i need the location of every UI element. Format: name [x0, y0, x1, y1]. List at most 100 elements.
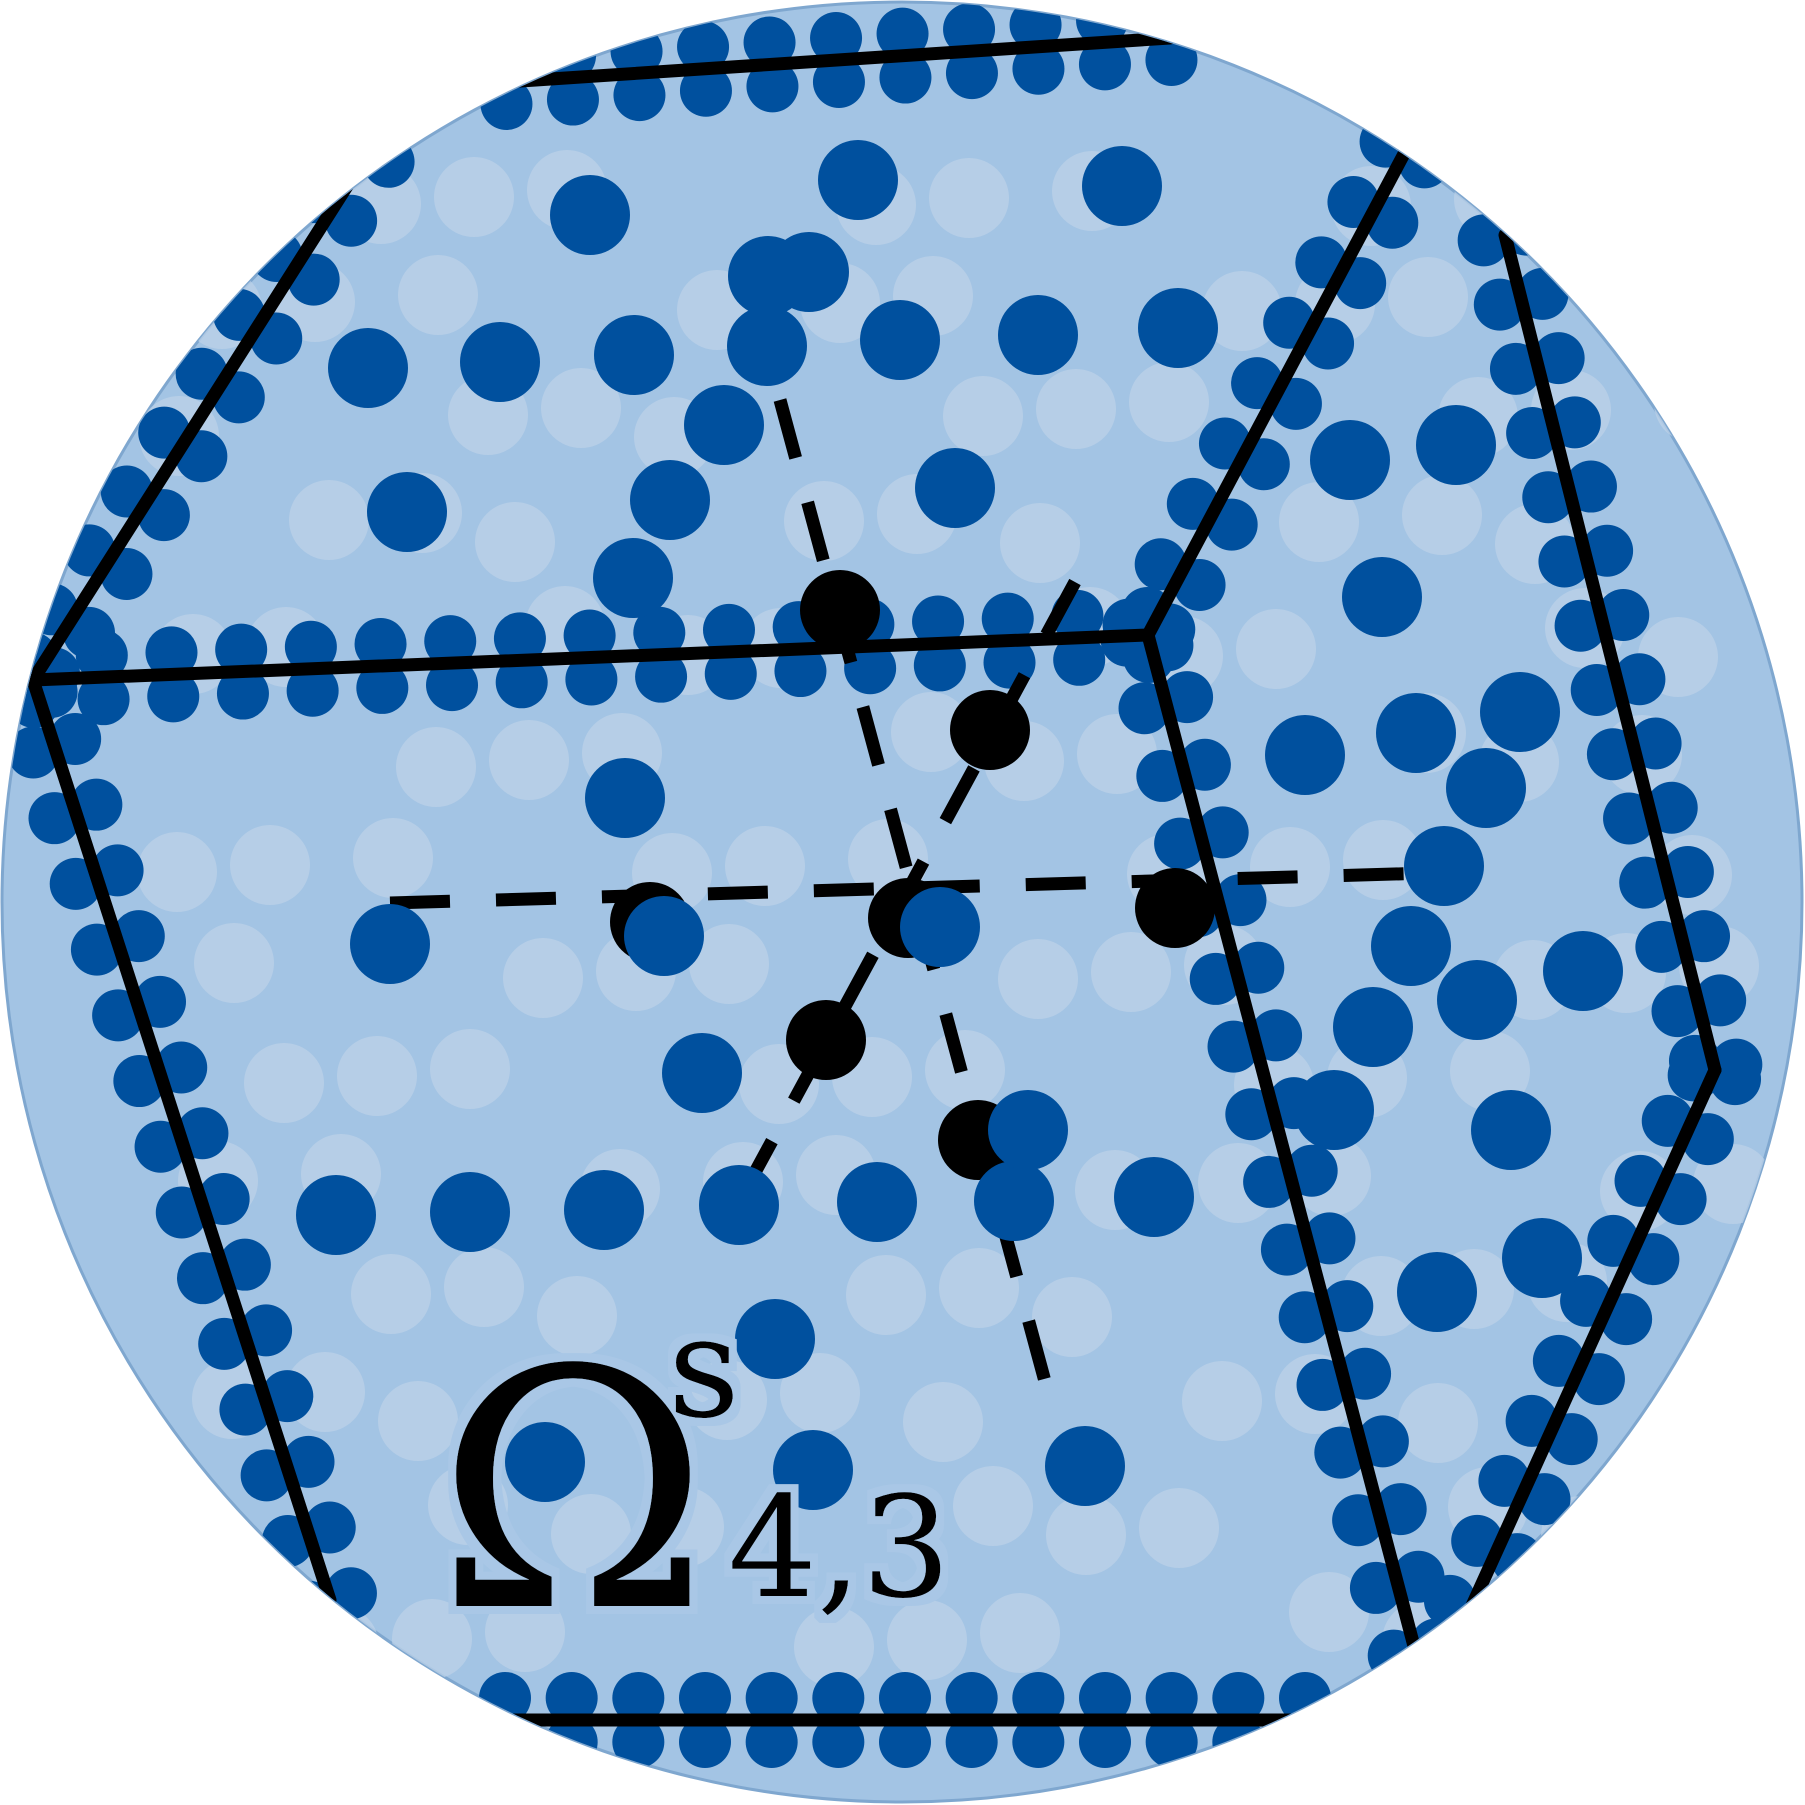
faint-dot: [1032, 1277, 1112, 1357]
particle-dot: [988, 1090, 1068, 1170]
faint-dot: [230, 825, 310, 905]
faint-dot: [903, 1382, 983, 1462]
edge-bead-dot: [426, 659, 479, 712]
faint-dot: [351, 1254, 431, 1334]
particle-dot: [1333, 987, 1413, 1067]
edge-bead-dot: [844, 642, 897, 695]
lattice-node: [950, 690, 1030, 770]
edge-bead-dot: [545, 1672, 598, 1724]
edge-bead-dot: [1145, 1672, 1198, 1724]
faint-dot: [434, 157, 514, 237]
particle-dot: [1138, 288, 1218, 368]
edge-bead-dot: [1410, 1618, 1463, 1671]
edge-bead-dot: [745, 1716, 798, 1768]
particle-dot: [1342, 557, 1422, 637]
particle-dot: [818, 140, 898, 220]
faint-dot: [475, 502, 555, 582]
edge-bead-dot: [1279, 1716, 1331, 1768]
particle-dot: [735, 1299, 815, 1379]
faint-dot: [980, 1593, 1060, 1673]
faint-dot: [725, 826, 805, 906]
faint-dot: [1398, 1383, 1478, 1463]
edge-bead-dot: [1464, 1593, 1517, 1646]
edge-bead-dot: [943, 3, 996, 56]
edge-bead-dot: [284, 620, 337, 673]
faint-dot: [149, 1486, 229, 1566]
faint-dot: [485, 1592, 565, 1672]
faint-dot: [1202, 271, 1282, 351]
edge-bead-dot: [563, 609, 616, 662]
particle-dot: [769, 232, 849, 312]
edge-bead-dot: [702, 603, 755, 656]
edge-bead-dot: [286, 664, 339, 717]
particle-dot: [1371, 906, 1451, 986]
omega-symbol: Ω: [436, 1300, 710, 1684]
particle-dot: [974, 1161, 1054, 1241]
particle-dot: [727, 306, 807, 386]
omega-subscript: 4,3: [728, 1467, 951, 1630]
edge-bead-dot: [679, 1716, 731, 1768]
faint-dot: [289, 480, 369, 560]
dark-dot-layer: [296, 140, 1623, 1510]
edge-bead-dot: [633, 606, 686, 659]
omega-label: Ω s 4,3: [436, 1287, 951, 1684]
particle-dot: [630, 460, 710, 540]
particle-dot: [593, 538, 673, 618]
faint-dot: [398, 255, 478, 335]
edge-bead-dot: [613, 69, 666, 122]
faint-dot: [689, 924, 769, 1004]
faint-dot: [1547, 152, 1627, 232]
edge-bead-dot: [1079, 1716, 1131, 1768]
faint-dot: [943, 376, 1023, 456]
edge-bead-dot: [1457, 214, 1510, 267]
particle-dot: [1480, 672, 1560, 752]
dashed-axis: [389, 866, 1431, 910]
faint-dot: [428, 1465, 508, 1545]
particle-dot: [1045, 1426, 1125, 1506]
faint-dot: [137, 832, 217, 912]
particle-dot: [1446, 748, 1526, 828]
faint-dot: [503, 938, 583, 1018]
faint-dot: [1402, 475, 1482, 555]
faint-dot: [939, 1248, 1019, 1328]
edge-bead-dot: [565, 653, 618, 706]
edge-bead-dot: [612, 1716, 665, 1768]
particle-dot: [624, 896, 704, 976]
faint-dot: [794, 1607, 874, 1687]
edge-bead-dot: [1012, 1716, 1065, 1768]
faint-dot: [644, 1487, 724, 1567]
faint-dot: [1236, 609, 1316, 689]
edge-bead-dot: [679, 64, 732, 117]
particle-dot: [1416, 405, 1496, 485]
edge-bead-dot: [812, 1716, 865, 1768]
particle-dot: [594, 315, 674, 395]
faint-dot: [396, 727, 476, 807]
edge-bead-dot: [612, 1672, 665, 1724]
faint-dot: [444, 1247, 524, 1327]
faint-dot: [1677, 1362, 1757, 1442]
faint-dot: [846, 1255, 926, 1335]
particle-dot: [296, 1175, 376, 1255]
edge-bead-dot: [679, 1672, 731, 1724]
edge-bead-dot: [812, 1672, 865, 1724]
faint-dot: [551, 1494, 631, 1574]
edge-bead-dot: [912, 595, 965, 648]
edge-bead-dot: [147, 670, 200, 723]
faint-dot: [194, 923, 274, 1003]
edge-bead-dot: [945, 47, 998, 100]
edge-bead-dot: [876, 7, 929, 60]
faint-dot: [1000, 503, 1080, 583]
polyhedron-edges: [26, 31, 1722, 1727]
edge-bead-dot: [479, 1716, 531, 1768]
faint-dot: [929, 158, 1009, 238]
edge-bead-dot: [981, 592, 1034, 645]
faint-dot: [489, 720, 569, 800]
polyhedron-edge: [1498, 228, 1722, 1077]
faint-dot: [1046, 1495, 1126, 1575]
lattice-node: [800, 570, 880, 650]
polyhedron-edge: [1463, 1063, 1722, 1617]
faint-dot: [1036, 369, 1116, 449]
faint-dot: [1129, 362, 1209, 442]
